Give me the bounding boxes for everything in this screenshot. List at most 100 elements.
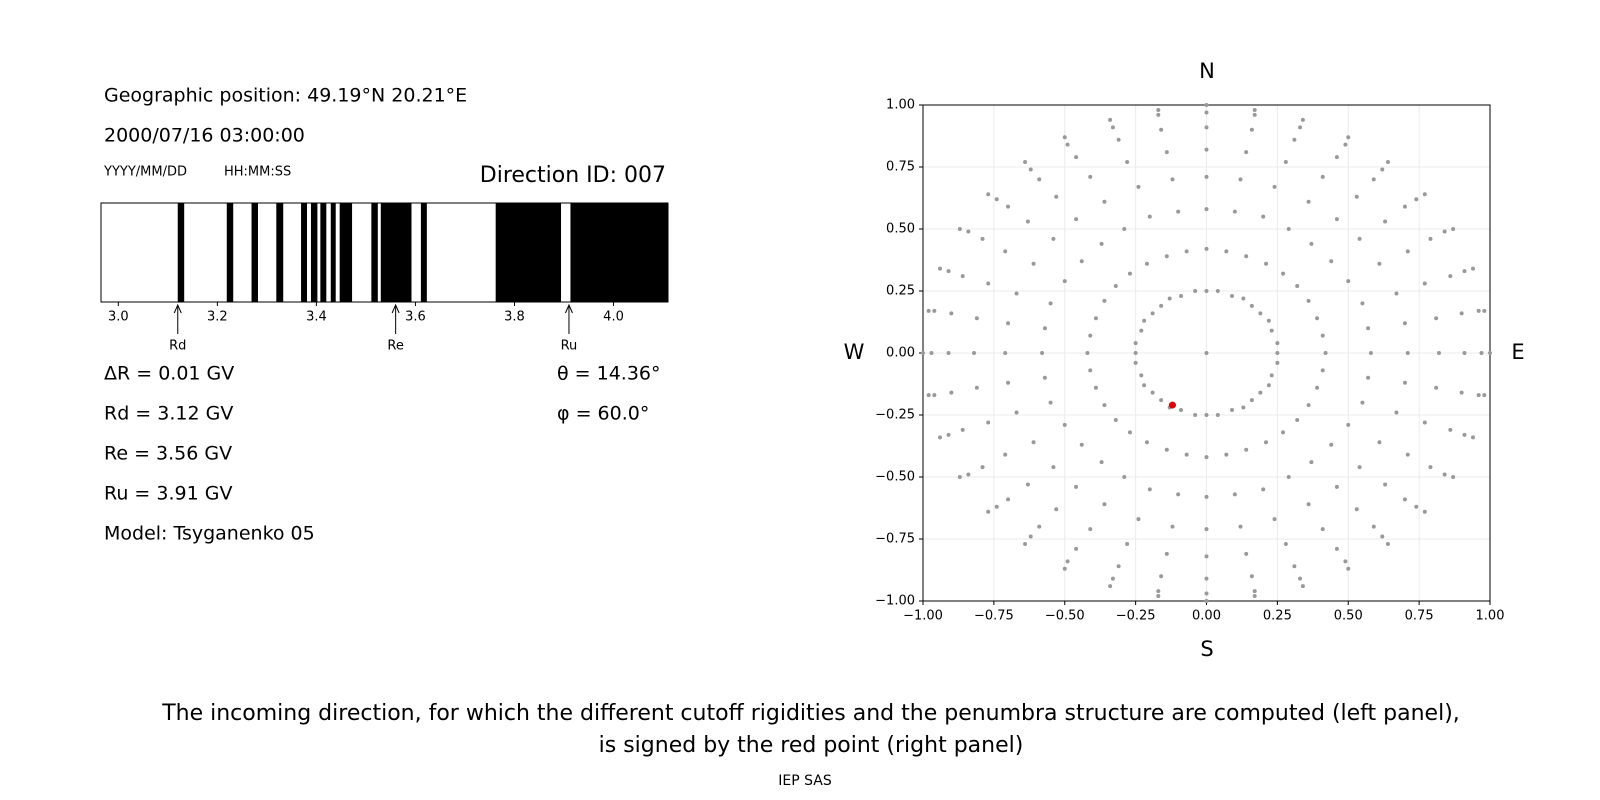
direction-point [1405, 452, 1410, 457]
direction-point [1422, 509, 1427, 514]
direction-point [1164, 254, 1169, 259]
direction-point [949, 390, 954, 395]
direction-point [1204, 554, 1209, 559]
direction-point [1320, 527, 1325, 532]
south-label: S [1200, 637, 1213, 661]
direction-point [1184, 452, 1189, 457]
forbidden-band [320, 203, 327, 302]
direction-point [1142, 383, 1147, 388]
direction-point [1176, 209, 1181, 214]
direction-point [1459, 390, 1464, 395]
direction-point [1442, 472, 1447, 477]
direction-point [1028, 167, 1033, 172]
direction-point [1193, 289, 1198, 293]
direction-point [1193, 413, 1198, 417]
direction-point [1414, 197, 1419, 202]
result: Rd = 3.12 GV [104, 403, 233, 425]
direction-point [1281, 430, 1286, 435]
direction-point [1238, 177, 1243, 182]
direction-point [938, 435, 943, 440]
direction-point [1074, 155, 1079, 160]
direction-point [1204, 591, 1209, 596]
forbidden-band [276, 203, 284, 302]
direction-point [1292, 564, 1297, 569]
direction-point [1320, 174, 1325, 179]
direction-point [1377, 440, 1382, 445]
direction-point [1428, 465, 1433, 470]
direction-point [1113, 417, 1118, 422]
direction-point [1031, 261, 1036, 266]
direction-point [1264, 261, 1269, 266]
direction-point [1275, 351, 1280, 355]
x-tick-label: 0.50 [1334, 609, 1363, 624]
direction-point [1156, 594, 1161, 599]
x-tick-label: 3.8 [504, 310, 525, 325]
x-tick-label: 3.4 [306, 310, 327, 325]
direction-point [1006, 497, 1011, 502]
direction-point [1300, 584, 1305, 589]
rigidity-label: Re [387, 339, 403, 354]
direction-point [1422, 281, 1427, 286]
direction-point [1346, 279, 1351, 284]
direction-point [1315, 385, 1320, 390]
direction-point [1244, 447, 1249, 452]
direction-point [1108, 117, 1113, 122]
direction-point [1258, 390, 1263, 395]
direction-point [1488, 351, 1492, 355]
direction-point [1204, 246, 1209, 251]
direction-point [1042, 326, 1047, 331]
forbidden-band [330, 203, 336, 302]
direction-point [1006, 380, 1011, 385]
direction-point [946, 351, 951, 355]
direction-point [1184, 249, 1189, 254]
direction-point [1366, 375, 1371, 380]
direction-point [1085, 351, 1090, 355]
direction-point [1088, 368, 1093, 373]
direction-point [1136, 517, 1141, 522]
direction-point [1380, 534, 1385, 539]
direction-point [1150, 390, 1155, 395]
direction-point [1295, 284, 1300, 289]
direction-point [1283, 541, 1288, 546]
direction-point [1062, 135, 1067, 140]
direction-point [1380, 167, 1385, 172]
direction-point [1108, 584, 1113, 589]
direction-point [1204, 110, 1209, 115]
direction-point [1292, 137, 1297, 142]
direction-point [1054, 507, 1059, 512]
direction-point [1448, 274, 1453, 279]
direction-point [1204, 207, 1209, 212]
direction-point [1476, 393, 1481, 398]
direction-point [1150, 311, 1155, 316]
direction-point [1462, 269, 1467, 274]
direction-point [1040, 351, 1045, 355]
direction-point [957, 227, 962, 231]
direction-point [1343, 559, 1348, 564]
result: Re = 3.56 GV [104, 443, 232, 465]
direction-point [1159, 303, 1164, 308]
direction-point [926, 393, 931, 398]
y-tick-label: 0.00 [886, 346, 915, 361]
direction-point [1102, 403, 1107, 408]
direction-point [1422, 192, 1427, 197]
direction-point [1079, 442, 1084, 447]
direction-point [1093, 385, 1098, 390]
forbidden-band [177, 203, 185, 302]
direction-point [1037, 177, 1042, 182]
direction-point [966, 229, 971, 234]
direction-point [974, 316, 979, 321]
direction-point [1334, 484, 1339, 489]
direction-point [972, 351, 977, 355]
direction-point [1451, 227, 1456, 231]
direction-point [986, 509, 991, 514]
direction-point [1405, 351, 1410, 355]
direction-point [1204, 103, 1209, 107]
forbidden-band [371, 203, 378, 302]
direction-point [1144, 261, 1149, 266]
direction-point [1037, 524, 1042, 529]
direction-point [966, 472, 971, 477]
direction-point [1031, 440, 1036, 445]
y-tick-label: −0.50 [875, 470, 915, 485]
direction-point [1102, 298, 1107, 303]
